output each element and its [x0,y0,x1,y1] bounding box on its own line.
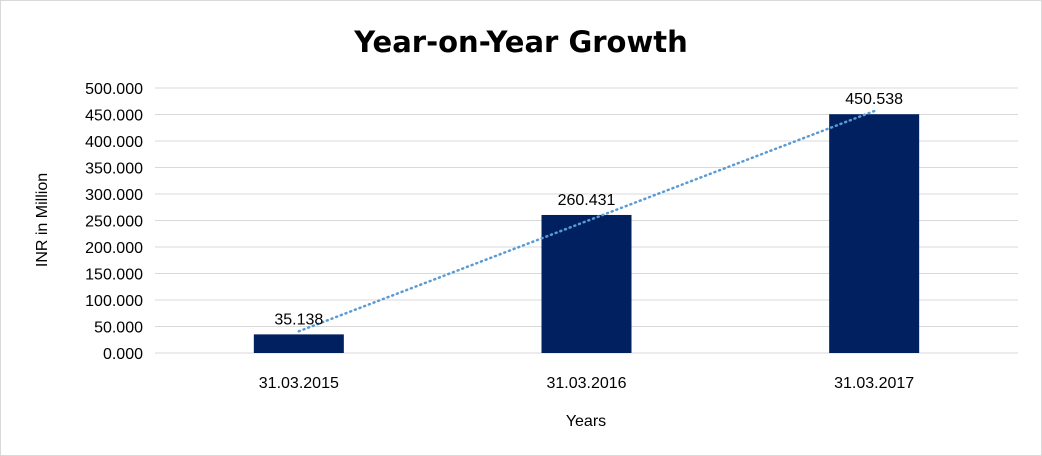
x-axis-ticks: 31.03.2015 31.03.2016 31.03.2017 [259,375,915,392]
x-axis-label: Years [566,413,606,430]
data-label: 35.138 [274,311,323,328]
bars [253,114,920,353]
y-tick-label: 200.000 [85,240,143,257]
y-tick-label: 150.000 [85,267,143,284]
x-tick-label: 31.03.2015 [259,375,339,392]
bar [829,114,920,353]
y-tick-label: 450.000 [85,108,143,125]
bar [253,334,344,353]
data-label: 260.431 [558,192,616,209]
y-tick-label: 350.000 [85,161,143,178]
x-tick-label: 31.03.2016 [546,375,626,392]
y-tick-label: 500.000 [85,81,143,98]
bar [541,214,632,353]
data-label: 450.538 [845,91,903,108]
data-labels: 35.138 260.431 450.538 [274,91,903,328]
y-axis-label: INR in Million [34,173,51,267]
y-tick-label: 50.000 [94,320,143,337]
y-tick-label: 100.000 [85,293,143,310]
y-tick-label: 0.000 [103,346,143,363]
y-tick-label: 400.000 [85,134,143,151]
x-tick-label: 31.03.2017 [834,375,914,392]
chart-title: Year-on-Year Growth [353,25,688,59]
y-tick-label: 250.000 [85,214,143,231]
y-axis-ticks: 0.000 50.000 100.000 150.000 200.000 250.000 3… [85,81,143,363]
y-tick-label: 300.000 [85,187,143,204]
